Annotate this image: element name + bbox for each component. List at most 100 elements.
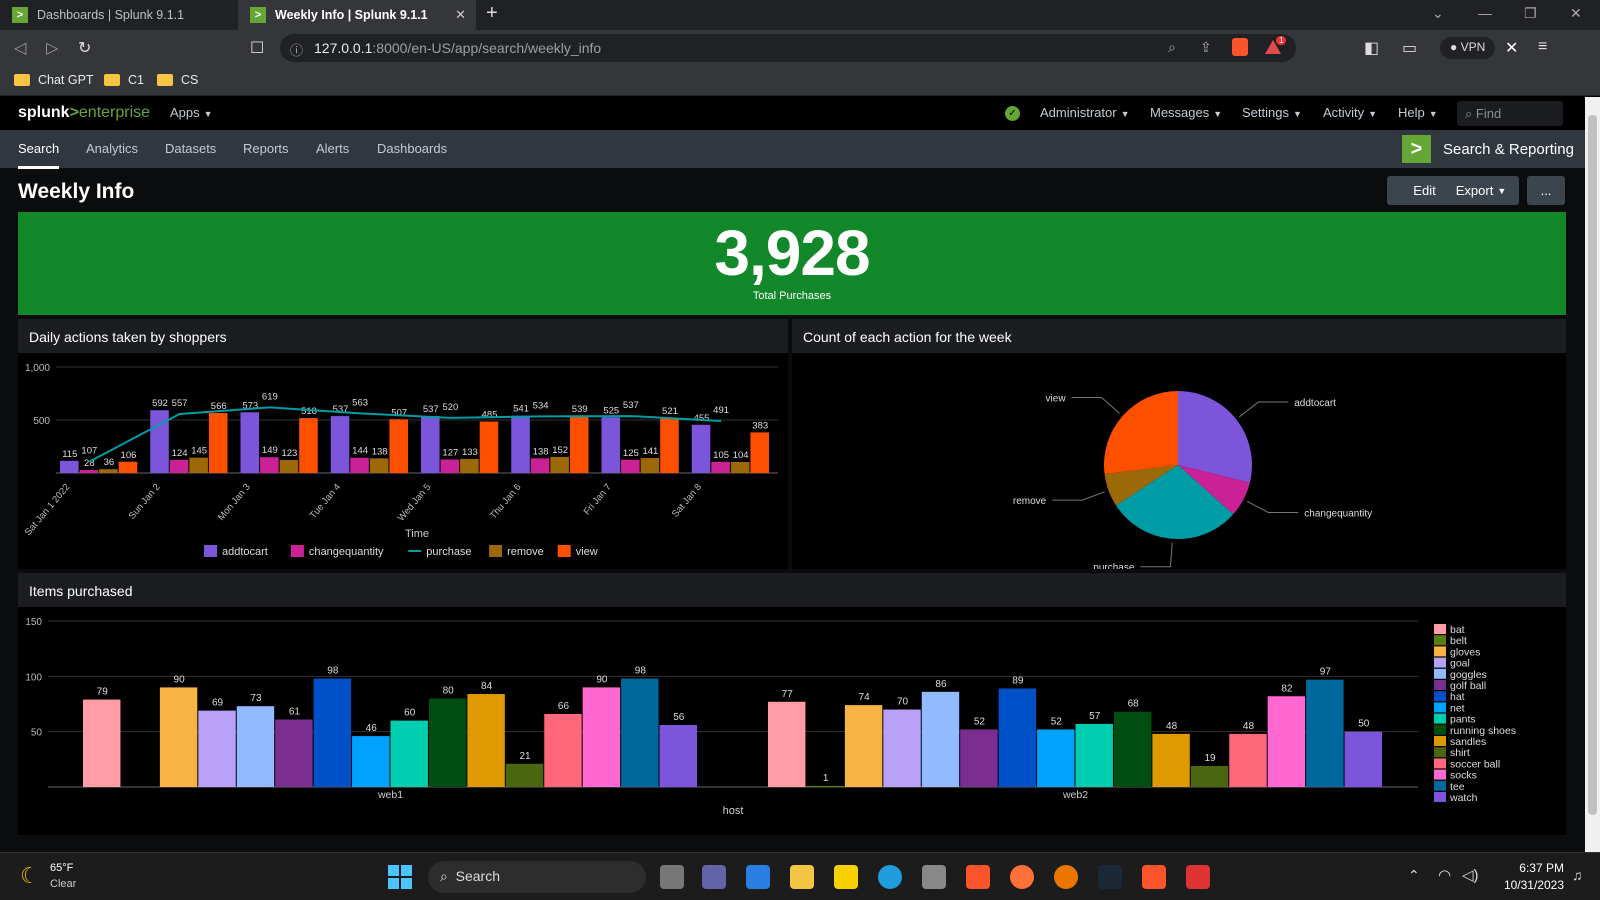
data-label: 537	[423, 404, 439, 415]
sidebar-icon[interactable]: ◧	[1364, 40, 1380, 57]
close-window-icon[interactable]: ✕	[1570, 5, 1582, 21]
bar-running-shoes	[428, 698, 467, 787]
total-purchases-label: Total Purchases	[752, 290, 832, 302]
settings-menu[interactable]: Settings ▼	[1242, 105, 1302, 120]
data-label: 52	[974, 716, 986, 727]
help-menu[interactable]: Help ▼	[1398, 105, 1438, 120]
windows-start-icon[interactable]	[388, 865, 412, 889]
pie-slice-remove	[1104, 465, 1178, 506]
scrollbar-thumb[interactable]	[1588, 115, 1597, 815]
nav-datasets[interactable]: Datasets	[165, 141, 217, 156]
bookmark-cs[interactable]: CS	[157, 73, 198, 87]
legend-swatch	[1434, 747, 1446, 758]
store-icon[interactable]	[746, 865, 770, 889]
bar-tee	[1306, 679, 1344, 787]
nav-alerts[interactable]: Alerts	[316, 141, 350, 156]
close-tab-icon[interactable]: ✕	[455, 7, 466, 22]
task-view-icon[interactable]	[660, 865, 684, 889]
bar-view	[479, 421, 499, 473]
tab-weekly-info[interactable]: > Weekly Info | Splunk 9.1.1 ✕	[238, 0, 476, 30]
firefox-icon[interactable]	[1010, 865, 1034, 889]
bar-addtocart	[60, 460, 79, 473]
steam-icon[interactable]	[1098, 865, 1122, 889]
line-data-label: 563	[352, 397, 368, 408]
bar-goal	[883, 709, 921, 787]
weather-temp[interactable]: 65°F	[50, 862, 74, 874]
x-tick-label: web2	[1062, 789, 1088, 801]
bar-goal	[198, 710, 236, 787]
apps-menu[interactable]: Apps ▼	[170, 105, 213, 120]
share-icon[interactable]: ⇪	[1200, 39, 1212, 55]
back-icon[interactable]: ◁	[14, 40, 27, 57]
page-scrollbar[interactable]	[1585, 97, 1600, 852]
pie-label: purchase	[1093, 563, 1135, 569]
menu-icon[interactable]: ≡	[1538, 38, 1548, 55]
action-count-panel: Count of each action for the week addtoc…	[792, 319, 1566, 569]
data-label: 115	[62, 449, 77, 460]
forward-icon[interactable]: ▷	[46, 40, 59, 57]
bookmark-icon[interactable]: ☐	[250, 40, 265, 57]
export-button[interactable]: Export ▼	[1443, 176, 1519, 205]
brave-beta-icon[interactable]	[1142, 865, 1166, 889]
tab-search-icon[interactable]: ⌄	[1432, 5, 1444, 21]
clock-date[interactable]: 10/31/2023	[1503, 878, 1564, 892]
bar-hat	[313, 678, 352, 787]
maximize-icon[interactable]: ❐	[1524, 5, 1537, 21]
extension-icon[interactable]: ✕	[1505, 40, 1519, 57]
teams-icon[interactable]	[702, 865, 726, 889]
legend-swatch	[1434, 758, 1446, 769]
panel-title: Count of each action for the week	[792, 319, 1566, 353]
legend-label: remove	[507, 546, 544, 558]
zoom-icon[interactable]: ⌕	[1168, 39, 1176, 55]
new-tab-icon[interactable]: +	[486, 2, 498, 24]
x-tick-label: Sun Jan 2	[127, 482, 163, 522]
data-label: 485	[482, 410, 498, 421]
bar-soccer-ball	[1229, 733, 1267, 787]
health-status-icon[interactable]: ✓	[1005, 106, 1020, 121]
notifications-icon[interactable]: ♫	[1572, 867, 1583, 883]
bar-shirt	[505, 763, 544, 787]
clock-time[interactable]: 6:37 PM	[1519, 861, 1564, 875]
windows-taskbar: ☾ 65°F Clear ⌕ Search ⌃ ◠ ◁) 6:37 PM 10/…	[0, 852, 1600, 900]
minimize-icon[interactable]: —	[1478, 5, 1492, 21]
activity-menu[interactable]: Activity ▼	[1323, 105, 1378, 120]
tray-chevron-icon[interactable]: ⌃	[1408, 867, 1420, 883]
sticky-notes-icon[interactable]	[834, 865, 858, 889]
nav-analytics[interactable]: Analytics	[86, 141, 139, 156]
site-info-icon[interactable]: ⓘ	[290, 43, 304, 58]
vpn-button[interactable]: ● VPN	[1440, 37, 1496, 59]
edge-icon[interactable]	[878, 865, 902, 889]
brave-icon[interactable]	[966, 865, 990, 889]
nav-dashboards[interactable]: Dashboards	[377, 141, 448, 156]
wallet-icon[interactable]: ▭	[1402, 40, 1418, 57]
bookmark-c1[interactable]: C1	[104, 73, 144, 87]
snipping-tool-icon[interactable]	[1186, 865, 1210, 889]
splunk-logo[interactable]: splunk>enterprise	[18, 104, 151, 121]
weather-moon-icon[interactable]: ☾	[20, 863, 40, 888]
administrator-menu[interactable]: Administrator ▼	[1040, 105, 1130, 120]
address-bar[interactable]: ⓘ 127.0.0.1:8000/en-US/app/search/weekly…	[280, 34, 1296, 62]
volume-icon[interactable]: ◁)	[1462, 867, 1479, 884]
find-input[interactable]: ⌕ Find	[1457, 101, 1563, 126]
brave-shields-icon[interactable]	[1232, 38, 1248, 56]
search-icon: ⌕	[440, 868, 448, 884]
more-button[interactable]: ...	[1527, 176, 1565, 205]
legend-swatch	[1434, 624, 1446, 634]
bar-changequantity	[260, 457, 279, 473]
reload-icon[interactable]: ↻	[78, 40, 92, 57]
blender-icon[interactable]	[1054, 865, 1078, 889]
tab-dashboards[interactable]: > Dashboards | Splunk 9.1.1	[0, 0, 238, 30]
nav-reports[interactable]: Reports	[243, 141, 289, 156]
legend-swatch	[1434, 691, 1446, 702]
file-explorer-icon[interactable]	[790, 865, 814, 889]
app-name[interactable]: > Search & Reporting	[1402, 135, 1574, 163]
wifi-icon[interactable]: ◠	[1438, 867, 1452, 884]
messages-menu[interactable]: Messages ▼	[1150, 105, 1223, 120]
taskbar-search[interactable]: ⌕ Search	[428, 861, 646, 893]
bookmark-chat-gpt[interactable]: Chat GPT	[14, 73, 94, 87]
bar-addtocart	[601, 417, 621, 473]
calculator-icon[interactable]	[922, 865, 946, 889]
bar-view	[299, 418, 318, 473]
bar-shirt	[1190, 765, 1229, 787]
nav-search[interactable]: Search	[18, 141, 60, 169]
